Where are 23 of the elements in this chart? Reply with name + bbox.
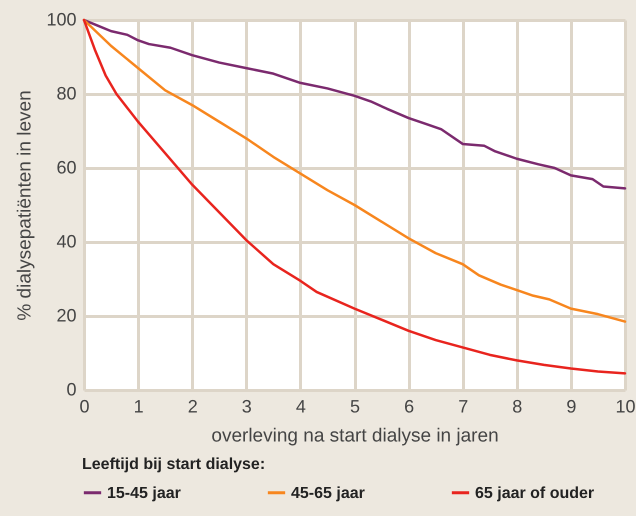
x-tick-label: 0	[79, 396, 90, 416]
x-tick-label: 6	[404, 396, 414, 416]
x-axis-title: overleving na start dialyse in jaren	[211, 426, 499, 446]
legend-label: 65 jaar of ouder	[475, 484, 594, 502]
y-tick-label: 0	[66, 380, 76, 400]
x-tick-label: 4	[296, 396, 306, 416]
y-tick-label: 60	[56, 158, 76, 178]
x-tick-label: 8	[512, 396, 522, 416]
y-tick-label: 20	[56, 306, 76, 326]
y-tick-label: 80	[56, 84, 76, 104]
x-tick-label: 3	[242, 396, 252, 416]
x-tick-label: 2	[188, 396, 198, 416]
x-tick-label: 1	[134, 396, 144, 416]
y-axis-title: % dialysepatiënten in leven	[14, 90, 36, 321]
x-tick-label: 7	[458, 396, 468, 416]
legend-label: 15-45 jaar	[107, 484, 181, 502]
legend-title: Leeftijd bij start dialyse:	[82, 456, 266, 473]
x-tick-label: 9	[566, 396, 576, 416]
y-tick-label: 100	[46, 10, 76, 30]
legend-label: 45-65 jaar	[291, 484, 365, 502]
y-tick-label: 40	[56, 232, 76, 252]
x-tick-label: 10	[615, 396, 636, 416]
x-tick-label: 5	[350, 396, 360, 416]
